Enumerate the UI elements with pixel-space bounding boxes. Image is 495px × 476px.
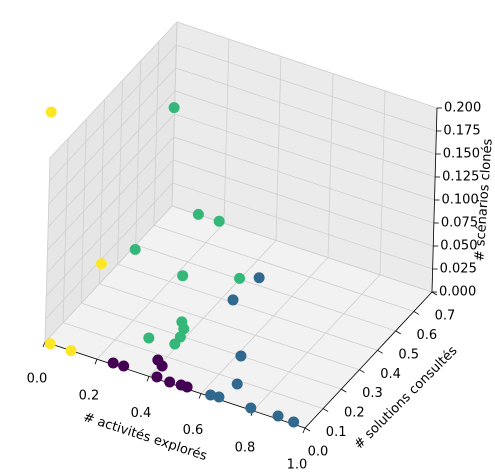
point bbox=[272, 410, 284, 422]
point bbox=[235, 350, 247, 362]
grid-line bbox=[49, 21, 178, 159]
grid-line bbox=[47, 113, 175, 251]
grid-line bbox=[96, 222, 225, 360]
grid-line bbox=[174, 90, 436, 178]
grid-line bbox=[153, 225, 414, 312]
y-tick bbox=[377, 349, 383, 354]
z-tick-label: 0.050 bbox=[440, 239, 477, 254]
grid-line bbox=[63, 322, 324, 409]
point bbox=[65, 345, 77, 357]
point bbox=[118, 360, 130, 372]
grid-line bbox=[176, 44, 437, 132]
x-axis-line bbox=[44, 341, 306, 429]
point bbox=[156, 360, 168, 372]
point bbox=[164, 376, 176, 388]
y-tick bbox=[359, 369, 365, 374]
y-axis-line bbox=[304, 291, 433, 429]
grid-line bbox=[117, 263, 378, 351]
x-tick-label: 1.0 bbox=[287, 458, 308, 473]
y-tick-label: 0.2 bbox=[344, 406, 365, 421]
point bbox=[143, 332, 155, 344]
z-tick-label: 0.075 bbox=[441, 216, 478, 231]
grid-line bbox=[44, 205, 173, 343]
y-tick bbox=[431, 291, 438, 296]
grid-line bbox=[47, 90, 176, 228]
z-tick-label: 0.150 bbox=[443, 147, 480, 162]
x-tick bbox=[198, 393, 202, 399]
z-tick-label: 0.200 bbox=[444, 101, 481, 116]
x-tick-label: 0.2 bbox=[79, 389, 100, 404]
y-tick-label: 0.3 bbox=[362, 386, 383, 401]
x-tick-label: 0.6 bbox=[183, 423, 204, 438]
grid-line bbox=[148, 240, 277, 377]
point bbox=[181, 381, 193, 393]
grid-line bbox=[252, 274, 381, 412]
point bbox=[151, 371, 163, 383]
point bbox=[288, 416, 300, 428]
grid-line bbox=[46, 136, 175, 274]
y-tick-label: 0.1 bbox=[326, 425, 347, 440]
grid-line bbox=[45, 182, 173, 320]
grid-line bbox=[135, 244, 396, 332]
x-tick-label: 0.8 bbox=[235, 440, 256, 455]
y-tick-label: 0.7 bbox=[435, 309, 456, 324]
point bbox=[95, 258, 107, 270]
point bbox=[231, 378, 243, 390]
point bbox=[168, 102, 180, 114]
point bbox=[205, 389, 217, 401]
point bbox=[44, 338, 56, 350]
grid-line bbox=[174, 113, 435, 201]
x-tick bbox=[302, 427, 306, 434]
y-tick bbox=[413, 311, 420, 315]
x-tick-label: 0.4 bbox=[131, 406, 152, 421]
x-tick bbox=[42, 341, 46, 348]
y-tick bbox=[322, 408, 329, 412]
z-tick-label: 0.100 bbox=[442, 193, 479, 208]
z-axis-label: # scénarios clonés bbox=[472, 138, 495, 262]
y-tick-label: 0.0 bbox=[308, 445, 329, 460]
y-tick-label: 0.6 bbox=[417, 328, 438, 343]
z-tick-label: 0.000 bbox=[439, 285, 476, 300]
point bbox=[177, 270, 189, 282]
grid-line bbox=[176, 21, 438, 109]
point bbox=[227, 294, 239, 306]
y-tick-label: 0.5 bbox=[398, 347, 419, 362]
grid-line bbox=[173, 136, 435, 224]
grid-line bbox=[172, 182, 433, 270]
grid-line bbox=[48, 67, 177, 205]
z-tick-label: 0.025 bbox=[440, 262, 477, 277]
x-tick bbox=[146, 376, 150, 382]
grid-line bbox=[173, 159, 434, 247]
point bbox=[253, 272, 265, 284]
x-tick-label: 0.0 bbox=[27, 372, 48, 387]
point bbox=[213, 215, 225, 227]
z-tick-label: 0.125 bbox=[442, 170, 479, 185]
y-tick-label: 0.4 bbox=[380, 367, 401, 382]
grid-line bbox=[45, 159, 174, 297]
z-tick-label: 0.175 bbox=[443, 124, 480, 139]
point bbox=[169, 338, 181, 350]
y-tick bbox=[304, 427, 311, 432]
grid-line bbox=[200, 257, 329, 394]
point bbox=[129, 244, 141, 256]
grid-line bbox=[175, 67, 436, 155]
x-tick bbox=[94, 359, 98, 365]
point bbox=[107, 357, 119, 369]
grid-line bbox=[99, 283, 360, 371]
grid-line bbox=[49, 44, 177, 182]
y-tick bbox=[341, 388, 347, 393]
point bbox=[245, 402, 257, 414]
grid-line bbox=[81, 302, 342, 390]
point bbox=[45, 106, 57, 118]
point bbox=[192, 208, 204, 220]
point bbox=[213, 391, 225, 403]
point bbox=[234, 272, 246, 284]
y-tick bbox=[395, 330, 401, 335]
